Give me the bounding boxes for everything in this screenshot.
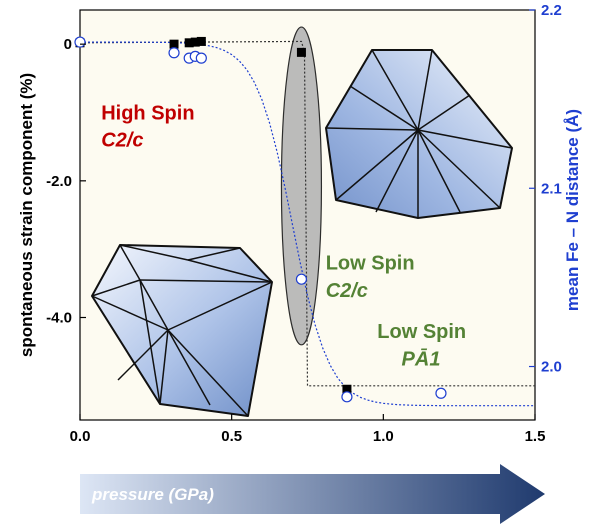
y-axis-right-label: mean Fe – N distance (Å) bbox=[563, 109, 582, 311]
strain-point bbox=[296, 47, 306, 57]
y-left-tick-label: -2.0 bbox=[46, 173, 72, 190]
annotation-label: PĀ1 bbox=[402, 348, 441, 370]
strain-point bbox=[184, 38, 194, 48]
x-tick-label: 1.0 bbox=[373, 428, 394, 445]
distance-point bbox=[435, 387, 447, 399]
distance-point bbox=[74, 36, 86, 48]
y-right-tick-label: 2.0 bbox=[541, 359, 562, 376]
y-left-tick-label: -4.0 bbox=[46, 310, 72, 327]
distance-point bbox=[295, 273, 308, 285]
x-tick-label: 0.5 bbox=[221, 428, 242, 445]
annotation-label: C2/c bbox=[101, 130, 143, 152]
x-tick-label: 1.5 bbox=[525, 428, 546, 445]
distance-point bbox=[195, 52, 207, 64]
pressure-arrow-label: pressure (GPa) bbox=[91, 485, 214, 504]
strain-point bbox=[190, 37, 200, 47]
y-left-tick-label: 0 bbox=[64, 36, 72, 53]
octahedron-high-spin-icon bbox=[91, 244, 273, 417]
annotation-label: C2/c bbox=[326, 280, 368, 302]
pressure-arrow: pressure (GPa) bbox=[80, 464, 545, 524]
y-axis-left-label: spontaneous strain component (%) bbox=[17, 73, 36, 357]
strain-point bbox=[342, 384, 352, 394]
octahedron-low-spin-icon bbox=[325, 49, 513, 219]
transition-ellipse bbox=[280, 26, 323, 346]
x-tick-label: 0.0 bbox=[70, 428, 91, 445]
annotation-label: High Spin bbox=[101, 102, 194, 124]
annotation-label: Low Spin bbox=[377, 321, 466, 343]
strain-point bbox=[169, 39, 179, 49]
strain-point bbox=[196, 36, 206, 46]
distance-point bbox=[168, 47, 180, 59]
annotation-label: Low Spin bbox=[326, 253, 415, 275]
distance-point bbox=[341, 391, 353, 403]
y-right-tick-label: 2.2 bbox=[541, 2, 562, 19]
distance-guide-line bbox=[80, 41, 535, 407]
y-right-tick-label: 2.1 bbox=[541, 180, 562, 197]
